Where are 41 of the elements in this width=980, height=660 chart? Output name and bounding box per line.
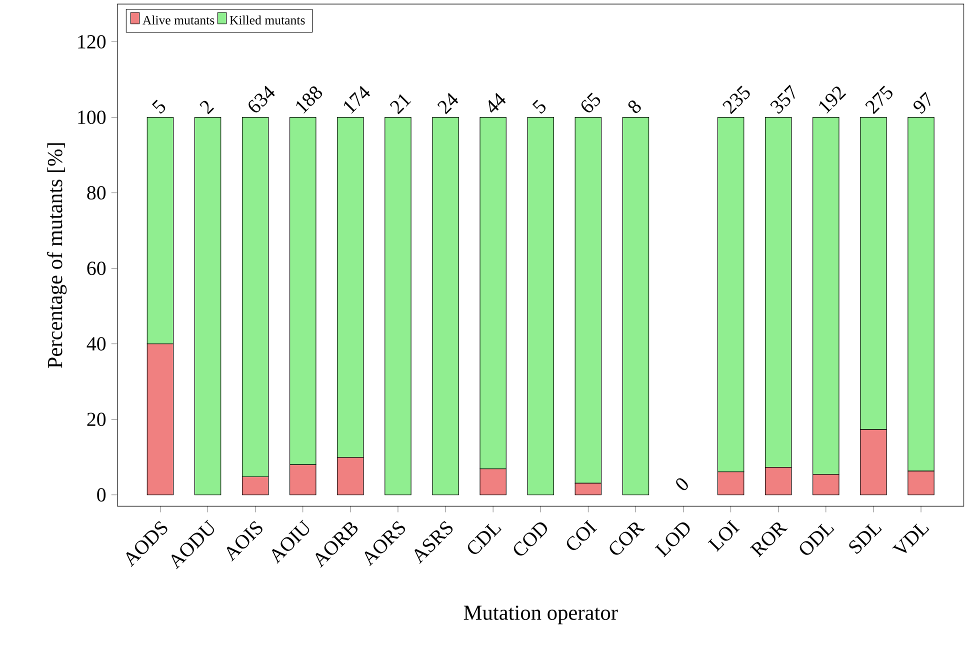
annotation: 24 (437, 92, 458, 114)
y-tick-label: 60 (87, 262, 106, 276)
bar (622, 117, 650, 496)
y-tick-label: 0 (97, 488, 106, 502)
annotation: 634 (248, 86, 275, 112)
x-tick-label: SDL (849, 524, 882, 554)
annotation: 275 (865, 86, 892, 114)
annotation: 174 (344, 86, 370, 114)
y-tick-label: 40 (86, 337, 106, 351)
bar (432, 117, 459, 496)
annotation: 2 (200, 100, 214, 114)
x-tick-label: COI (566, 520, 598, 550)
annotation: 357 (770, 84, 795, 114)
annotation: 235 (722, 86, 750, 114)
bar (527, 117, 554, 496)
y-tick-label: 100 (78, 110, 106, 124)
annotation: 21 (390, 94, 412, 114)
x-axis-title: Mutation operator (464, 606, 618, 624)
annotation: 97 (914, 92, 930, 114)
x-tick-label: COD (514, 522, 548, 556)
y-tick-label: 120 (78, 35, 106, 49)
legend-label: Alive mutants (142, 15, 214, 25)
y-tick-label: 80 (87, 186, 106, 200)
annotation: 8 (628, 100, 641, 113)
annotation: 192 (819, 86, 846, 114)
bar (194, 117, 222, 496)
y-axis-title: Percentage of mutants [%] (47, 143, 67, 368)
x-tick-label: ODL (800, 524, 834, 555)
annotation: 44 (488, 92, 506, 113)
x-tick-label: COR (610, 522, 646, 555)
y-tick-label: 20 (87, 412, 106, 426)
annotation: 188 (296, 86, 322, 114)
x-tick-label: CDL (468, 524, 502, 554)
x-tick-label: LOI (708, 520, 740, 552)
bar (384, 117, 412, 496)
annotation: 5 (152, 100, 166, 114)
annotation: 0 (676, 478, 688, 490)
x-tick-label: VDL (892, 524, 930, 553)
annotation: 5 (532, 100, 546, 114)
annotation: 65 (581, 92, 600, 112)
legend-label: Killed mutants (230, 15, 305, 25)
